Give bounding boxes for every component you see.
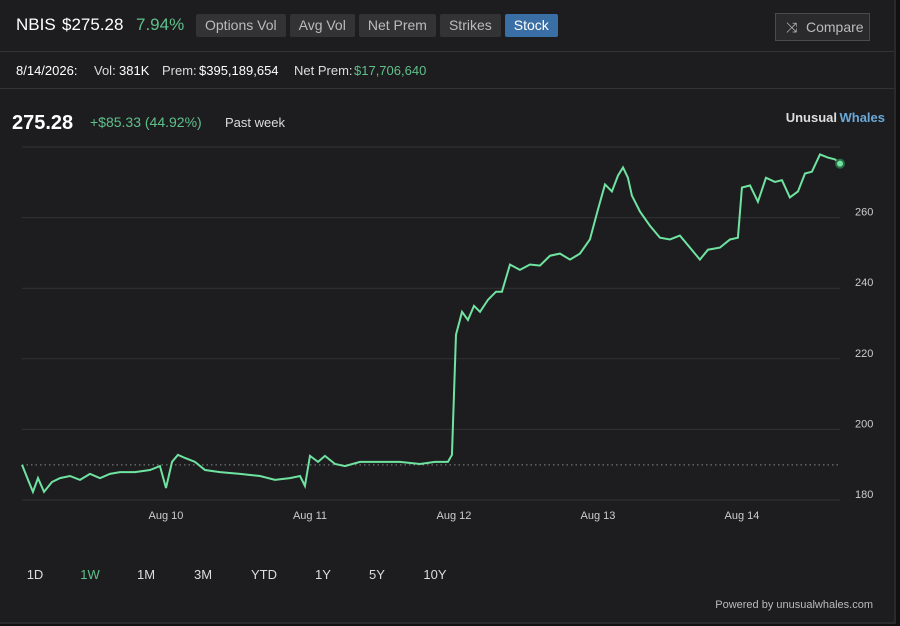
prem-label: Prem:: [162, 63, 197, 78]
x-tick-label: Aug 13: [581, 510, 616, 522]
compare-button[interactable]: ⤨ Compare: [775, 13, 870, 41]
compare-icon: ⤨: [786, 19, 798, 35]
date: 8/14/2026:: [16, 63, 78, 78]
vol-label: Vol:: [94, 63, 116, 78]
tab[interactable]: Avg Vol: [289, 14, 355, 37]
net-prem: $17,706,640: [354, 63, 427, 78]
range-button[interactable]: 1D: [27, 567, 44, 582]
ticker: NBIS: [16, 15, 56, 34]
tab[interactable]: Stock: [504, 14, 558, 37]
y-tick-label: 260: [855, 207, 873, 219]
range-button[interactable]: YTD: [251, 567, 277, 582]
chart: 275.28 +$85.33 (44.92%) Past week Unusua…: [12, 110, 885, 611]
x-tick-label: Aug 14: [725, 510, 760, 522]
y-tick-label: 180: [855, 489, 873, 501]
range-button[interactable]: 1W: [80, 567, 100, 582]
summary-change: +$85.33 (44.92%): [90, 114, 202, 130]
y-tick-label: 240: [855, 277, 873, 289]
x-tick-label: Aug 12: [437, 510, 472, 522]
tab[interactable]: Strikes: [439, 14, 501, 37]
brand-first: Unusual: [786, 110, 837, 125]
range-button[interactable]: 1Y: [315, 567, 331, 582]
header: NBIS $275.28 7.94% Options Vol Avg Vol Net…: [0, 0, 894, 52]
footer: Powered by unusualwhales.com: [715, 599, 873, 611]
range-button[interactable]: 5Y: [369, 567, 385, 582]
stats-bar: 8/14/2026: Vol: 381K Prem: $395,189,654 …: [0, 52, 894, 89]
tab[interactable]: Net Prem: [358, 14, 436, 37]
summary-period: Past week: [225, 115, 285, 130]
y-tick-label: 220: [855, 348, 873, 360]
tab[interactable]: Options Vol: [196, 14, 286, 37]
brand-second: Whales: [839, 110, 885, 125]
change: 7.94%: [136, 15, 185, 34]
range-button[interactable]: 3M: [194, 567, 212, 582]
summary-price: 275.28: [12, 112, 73, 134]
range-button[interactable]: 1M: [137, 567, 155, 582]
vol: 381K: [119, 63, 150, 78]
price-line: [21, 153, 841, 495]
last-point: [835, 158, 845, 169]
range-button[interactable]: 10Y: [423, 567, 446, 582]
net-prem-label: Net Prem:: [294, 63, 353, 78]
x-tick-label: Aug 11: [293, 510, 327, 522]
y-tick-label: 200: [855, 418, 873, 430]
price: $275.28: [62, 15, 124, 34]
prem: $395,189,654: [199, 63, 279, 78]
x-tick-label: Aug 10: [149, 510, 184, 522]
compare-label: Compare: [806, 19, 864, 35]
